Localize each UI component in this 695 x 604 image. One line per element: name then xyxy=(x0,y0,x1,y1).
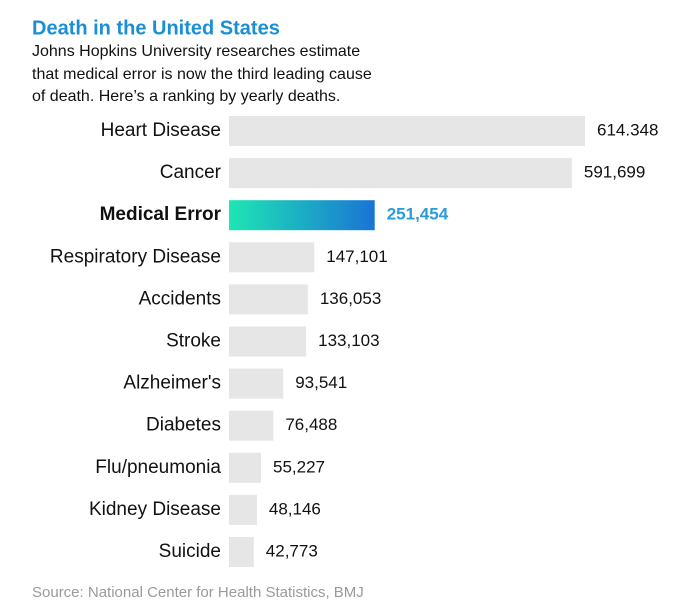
value-label: 136,053 xyxy=(320,289,381,308)
value-label: 55,227 xyxy=(273,457,325,476)
source: Source: National Center for Health Stati… xyxy=(32,584,364,601)
subtitle: that medical error is now the third lead… xyxy=(32,66,372,83)
value-label: 147,101 xyxy=(326,247,387,266)
category-label: Heart Disease xyxy=(101,120,221,141)
category-label: Flu/pneumonia xyxy=(95,457,221,478)
bar xyxy=(229,326,307,357)
category-label: Accidents xyxy=(139,288,221,309)
value-label: 42,773 xyxy=(266,541,318,560)
category-label: Suicide xyxy=(159,541,221,562)
bar xyxy=(229,410,274,441)
category-label: Medical Error xyxy=(100,204,222,225)
bar xyxy=(229,368,284,399)
category-label: Stroke xyxy=(166,331,221,352)
bar xyxy=(229,242,315,273)
value-label: 93,541 xyxy=(295,373,347,392)
category-label: Cancer xyxy=(160,162,222,183)
value-label: 614.348 xyxy=(597,120,658,139)
bar xyxy=(229,494,257,525)
subtitle: of death. Here’s a ranking by yearly dea… xyxy=(32,88,340,105)
category-label: Alzheimer's xyxy=(123,373,221,394)
bar xyxy=(229,116,585,146)
value-label: 591,699 xyxy=(584,163,645,182)
category-label: Diabetes xyxy=(146,415,221,436)
bar xyxy=(229,452,262,483)
bar xyxy=(229,200,375,231)
value-label: 251,454 xyxy=(387,205,449,224)
value-label: 133,103 xyxy=(318,331,379,350)
value-label: 76,488 xyxy=(285,415,337,434)
category-label: Kidney Disease xyxy=(89,499,221,520)
chart-title: Death in the United States xyxy=(32,17,280,39)
subtitle: Johns Hopkins University researches esti… xyxy=(32,43,360,60)
bar xyxy=(229,284,308,315)
value-label: 48,146 xyxy=(269,499,321,518)
bar xyxy=(229,537,254,567)
bar xyxy=(229,158,572,189)
category-label: Respiratory Disease xyxy=(50,246,221,267)
